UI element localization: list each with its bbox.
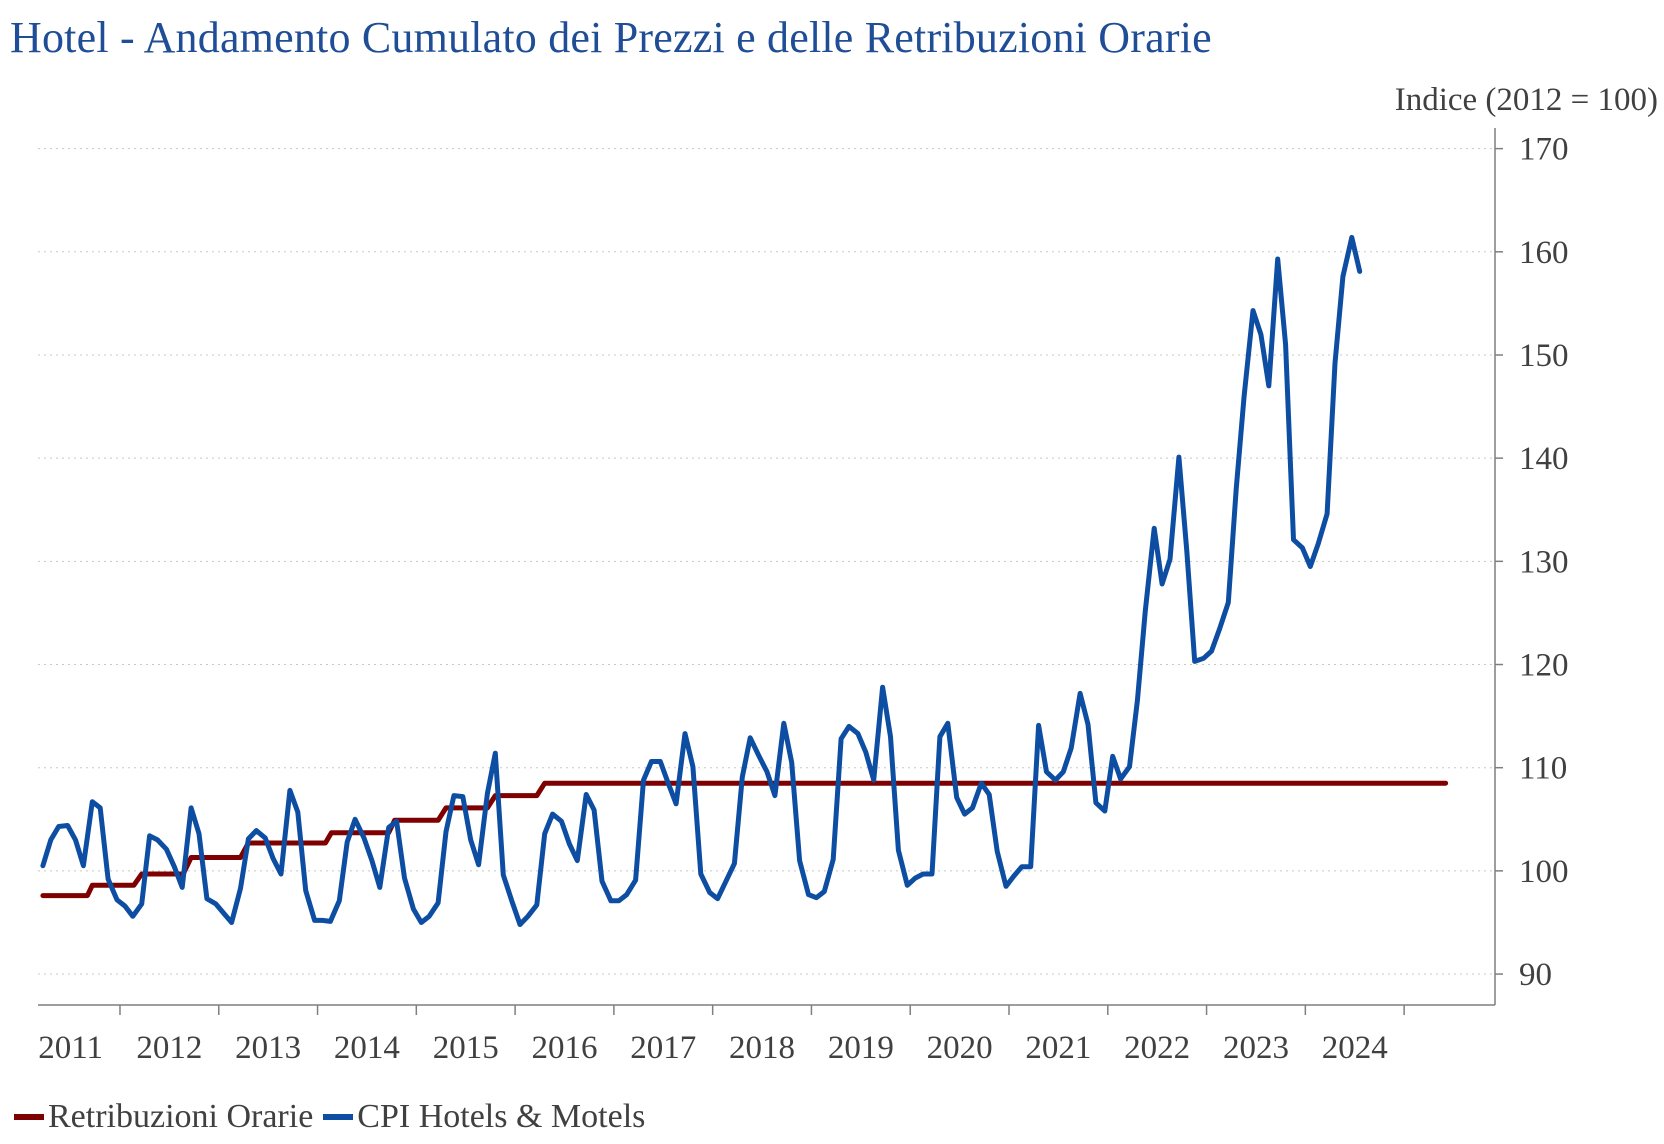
x-tick-label: 2013 [235,1030,301,1066]
y-tick-label: 130 [1519,544,1569,580]
y-axis-ticks: 90 100 110 120 130 140 150 160 170 [1495,132,1569,993]
y-tick-label: 140 [1519,441,1569,477]
y-axis-unit-label: Indice (2012 = 100) [1394,82,1658,118]
legend-label-retribuzioni: Retribuzioni Orarie [48,1098,314,1135]
x-tick-label: 2019 [828,1030,894,1066]
y-tick-label: 150 [1519,338,1569,374]
y-tick-label: 120 [1519,648,1569,684]
legend: Retribuzioni Orarie CPI Hotels & Motels [14,1098,655,1136]
y-tick-label: 160 [1519,235,1569,271]
chart-title: Hotel - Andamento Cumulato dei Prezzi e … [10,13,1212,62]
x-tick-label: 2015 [433,1030,499,1066]
series-line-retribuzioni-orarie [40,780,1449,899]
x-tick-label: 2022 [1124,1030,1190,1066]
x-tick-label: 2021 [1025,1030,1091,1066]
legend-item-cpi: CPI Hotels & Motels [323,1098,645,1136]
y-tick-label: 110 [1519,751,1567,787]
x-tick-label: 2024 [1322,1030,1388,1066]
legend-swatch-retribuzioni [14,1114,44,1120]
y-tick-label: 170 [1519,132,1569,168]
legend-label-cpi: CPI Hotels & Motels [357,1098,646,1135]
x-tick-label: 2012 [136,1030,202,1066]
y-tick-label: 90 [1519,957,1552,993]
x-tick-label: 2023 [1223,1030,1289,1066]
x-tick-label: 2016 [531,1030,597,1066]
x-tick-label: 2011 [38,1030,103,1066]
series-line-cpi-hotels-motels [40,234,1363,927]
axes [38,128,1496,1006]
legend-swatch-cpi [323,1114,354,1120]
x-tick-label: 2014 [334,1030,400,1066]
y-tick-label: 100 [1519,854,1569,890]
x-tick-label: 2017 [630,1030,696,1066]
x-tick-label: 2020 [927,1030,993,1066]
x-tick-label: 2018 [729,1030,795,1066]
legend-item-retribuzioni: Retribuzioni Orarie [14,1098,313,1136]
x-axis-ticks: 2011 2012 2013 2014 2015 2016 2017 2018 2019 2020… [38,1005,1405,1066]
series-lines [40,234,1449,927]
